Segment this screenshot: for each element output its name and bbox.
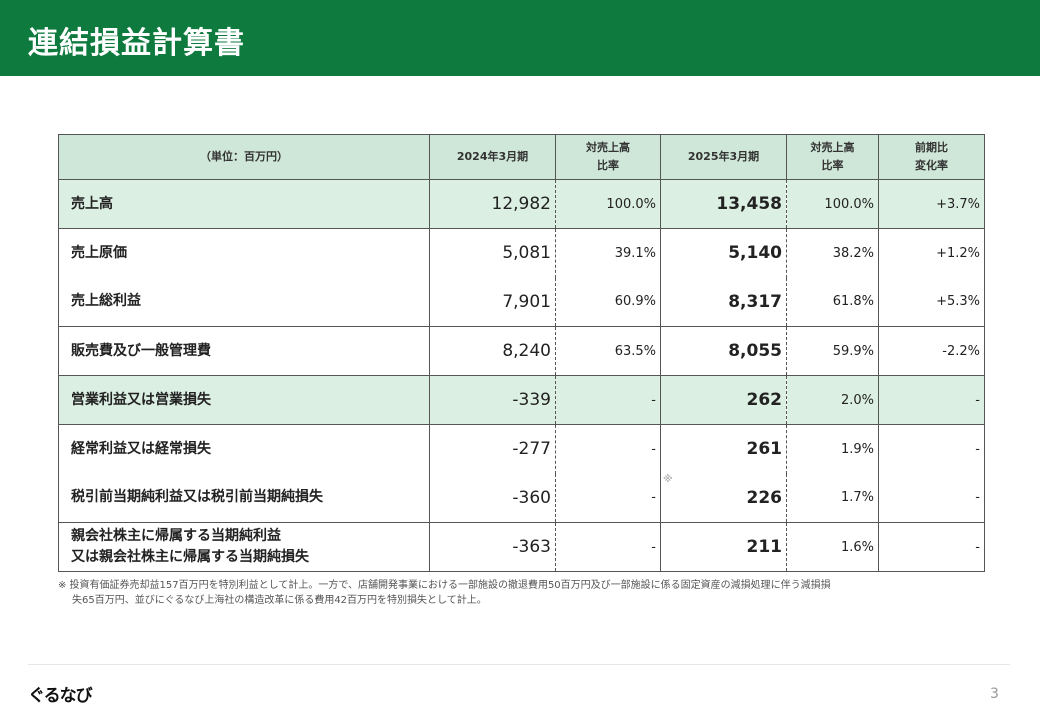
fy2024-value: 5,081 (429, 228, 556, 278)
ratio-2025-header: 対売上高 比率 (786, 134, 879, 180)
ratio-2025-header-line2: 比率 (821, 159, 844, 172)
fy2025-value-cell: ※ 226 (660, 473, 787, 523)
fy2024-value: -339 (429, 375, 556, 425)
gurunavi-logo: ぐるなび (28, 686, 93, 706)
unit-header: （単位：百万円） (58, 134, 430, 180)
table-row-net-income: 親会社株主に帰属する当期純利益 又は親会社株主に帰属する当期純損失 -363 - … (58, 522, 985, 572)
fy2024-ratio: 63.5% (555, 326, 661, 376)
row-label: 税引前当期純利益又は税引前当期純損失 (58, 473, 430, 523)
fy2024-value: 12,982 (429, 179, 556, 229)
change-rate: - (878, 522, 985, 572)
fy2025-value: 262 (660, 375, 787, 425)
ratio-2024-header-line1: 対売上高 (586, 141, 630, 154)
table-row-sga: 販売費及び一般管理費 8,240 63.5% 8,055 59.9% -2.2% (58, 326, 985, 376)
footnote: ※ 投資有価証券売却益157百万円を特別利益として計上。一方で、店舗開発事業にお… (58, 578, 988, 608)
fy2024-value: -277 (429, 424, 556, 474)
change-rate: - (878, 473, 985, 523)
fy2025-ratio: 38.2% (786, 228, 879, 278)
fy2025-ratio: 59.9% (786, 326, 879, 376)
change-header-line2: 変化率 (915, 159, 948, 172)
fy2025-ratio: 1.9% (786, 424, 879, 474)
change-rate: -2.2% (878, 326, 985, 376)
fy2025-header: 2025年3月期 (660, 134, 787, 180)
change-rate: +5.3% (878, 277, 985, 327)
page-title: 連結損益計算書 (28, 26, 245, 61)
change-header-line1: 前期比 (915, 141, 948, 154)
change-rate: +1.2% (878, 228, 985, 278)
income-statement-table: （単位：百万円） 2024年3月期 対売上高比率 2025年3月期 対売上高比率… (58, 134, 985, 572)
row-label: 営業利益又は営業損失 (58, 375, 430, 425)
fy2025-value: 226 (746, 487, 783, 508)
row-label-line2: 又は親会社株主に帰属する当期純損失 (71, 549, 309, 565)
fy2024-ratio: - (555, 473, 661, 523)
fy2025-value: 5,140 (660, 228, 787, 278)
table-row-pretax-income: 税引前当期純利益又は税引前当期純損失 -360 - ※ 226 1.7% - (58, 473, 985, 523)
ratio-2025-header-line1: 対売上高 (810, 141, 855, 154)
title-bar: 連結損益計算書 (0, 0, 1040, 76)
fy2025-value: 13,458 (660, 179, 787, 229)
ratio-2024-header: 対売上高 比率 (555, 134, 661, 180)
table-row-ordinary-income: 経常利益又は経常損失 -277 - 261 1.9% - (58, 424, 985, 474)
fy2025-ratio: 2.0% (786, 375, 879, 425)
fy2025-value: 211 (660, 522, 787, 572)
fy2025-ratio: 100.0% (786, 179, 879, 229)
change-header: 前期比 変化率 (878, 134, 985, 180)
change-rate: +3.7% (878, 179, 985, 229)
fy2024-value: -360 (429, 473, 556, 523)
fy2024-ratio: - (555, 375, 661, 425)
fy2024-value: -363 (429, 522, 556, 572)
footer-divider (28, 664, 1010, 665)
fy2025-value: 261 (660, 424, 787, 474)
row-label: 売上原価 (58, 228, 430, 278)
fy2024-ratio: 60.9% (555, 277, 661, 327)
row-label-line1: 親会社株主に帰属する当期純利益 (71, 528, 281, 544)
fy2024-header: 2024年3月期 (429, 134, 556, 180)
fy2024-value: 7,901 (429, 277, 556, 327)
fy2024-ratio: - (555, 522, 661, 572)
table-row-sales: 売上高 12,982 100.0% 13,458 100.0% +3.7% (58, 179, 985, 229)
row-label: 売上高 (58, 179, 430, 229)
change-rate: - (878, 375, 985, 425)
fy2024-ratio: 100.0% (555, 179, 661, 229)
row-label: 経常利益又は経常損失 (58, 424, 430, 474)
footnote-mark: ※ (663, 473, 673, 485)
fy2025-value: 8,055 (660, 326, 787, 376)
fy2025-ratio: 1.6% (786, 522, 879, 572)
table-header-row: （単位：百万円） 2024年3月期 対売上高比率 2025年3月期 対売上高比率… (58, 134, 985, 180)
footnote-line2: 失65百万円、並びにぐるなび上海社の構造改革に係る費用42百万円を特別損失として… (72, 595, 487, 606)
fy2025-ratio: 1.7% (786, 473, 879, 523)
fy2025-ratio: 61.8% (786, 277, 879, 327)
table-row-operating-income: 営業利益又は営業損失 -339 - 262 2.0% - (58, 375, 985, 425)
table-row-cost-of-sales: 売上原価 5,081 39.1% 5,140 38.2% +1.2% (58, 228, 985, 278)
ratio-2024-header-line2: 比率 (597, 159, 619, 172)
change-rate: - (878, 424, 985, 474)
row-label: 売上総利益 (58, 277, 430, 327)
table-row-gross-profit: 売上総利益 7,901 60.9% 8,317 61.8% +5.3% (58, 277, 985, 327)
fy2024-value: 8,240 (429, 326, 556, 376)
footnote-line1: ※ 投資有価証券売却益157百万円を特別利益として計上。一方で、店舗開発事業にお… (58, 580, 831, 591)
fy2025-value: 8,317 (660, 277, 787, 327)
row-label: 販売費及び一般管理費 (58, 326, 430, 376)
row-label: 親会社株主に帰属する当期純利益又は親会社株主に帰属する当期純損失 (58, 522, 430, 572)
page-number: 3 (990, 686, 999, 702)
fy2024-ratio: - (555, 424, 661, 474)
fy2024-ratio: 39.1% (555, 228, 661, 278)
